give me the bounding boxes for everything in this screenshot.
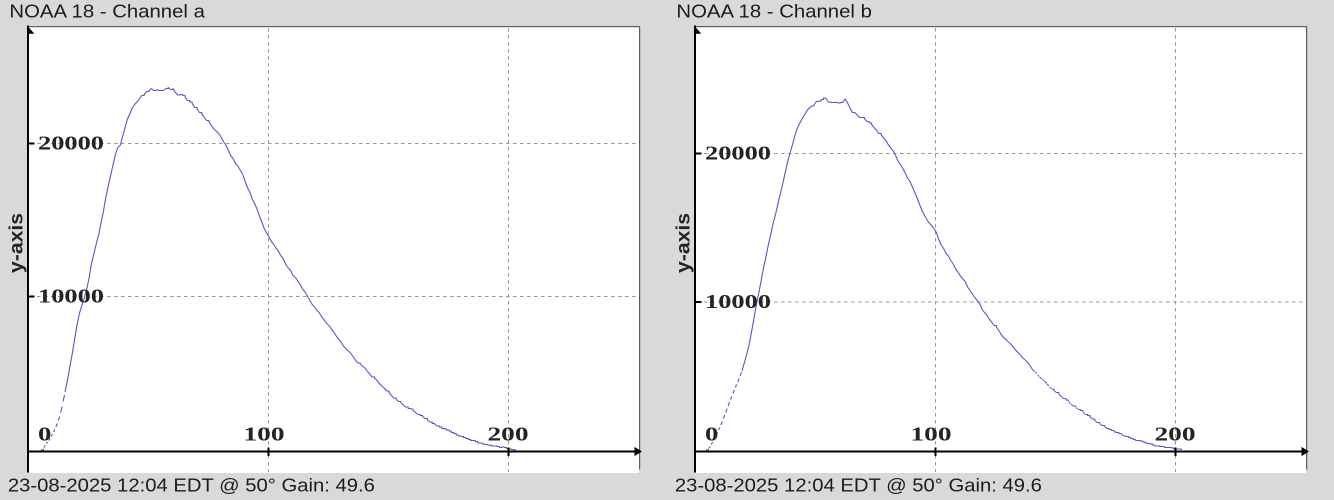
svg-text:23-08-2025 12:04 EDT @ 50° Gai: 23-08-2025 12:04 EDT @ 50° Gain: 49.6: [8, 474, 375, 495]
svg-text:y-axis: y-axis: [674, 213, 695, 273]
svg-text:100: 100: [911, 424, 952, 446]
svg-text:200: 200: [1155, 424, 1196, 446]
svg-text:y-axis: y-axis: [7, 213, 28, 273]
svg-text:10000: 10000: [705, 291, 771, 313]
svg-text:20000: 20000: [38, 132, 104, 154]
svg-text:0: 0: [705, 424, 718, 446]
svg-text:100: 100: [244, 424, 285, 446]
svg-text:23-08-2025 12:04 EDT @ 50° Gai: 23-08-2025 12:04 EDT @ 50° Gain: 49.6: [675, 474, 1042, 495]
svg-text:NOAA 18 - Channel b: NOAA 18 - Channel b: [676, 2, 872, 22]
svg-text:10000: 10000: [38, 285, 104, 307]
svg-text:NOAA 18 - Channel a: NOAA 18 - Channel a: [9, 2, 206, 22]
svg-text:0: 0: [38, 424, 51, 446]
svg-text:200: 200: [488, 424, 529, 446]
svg-text:20000: 20000: [705, 142, 771, 164]
